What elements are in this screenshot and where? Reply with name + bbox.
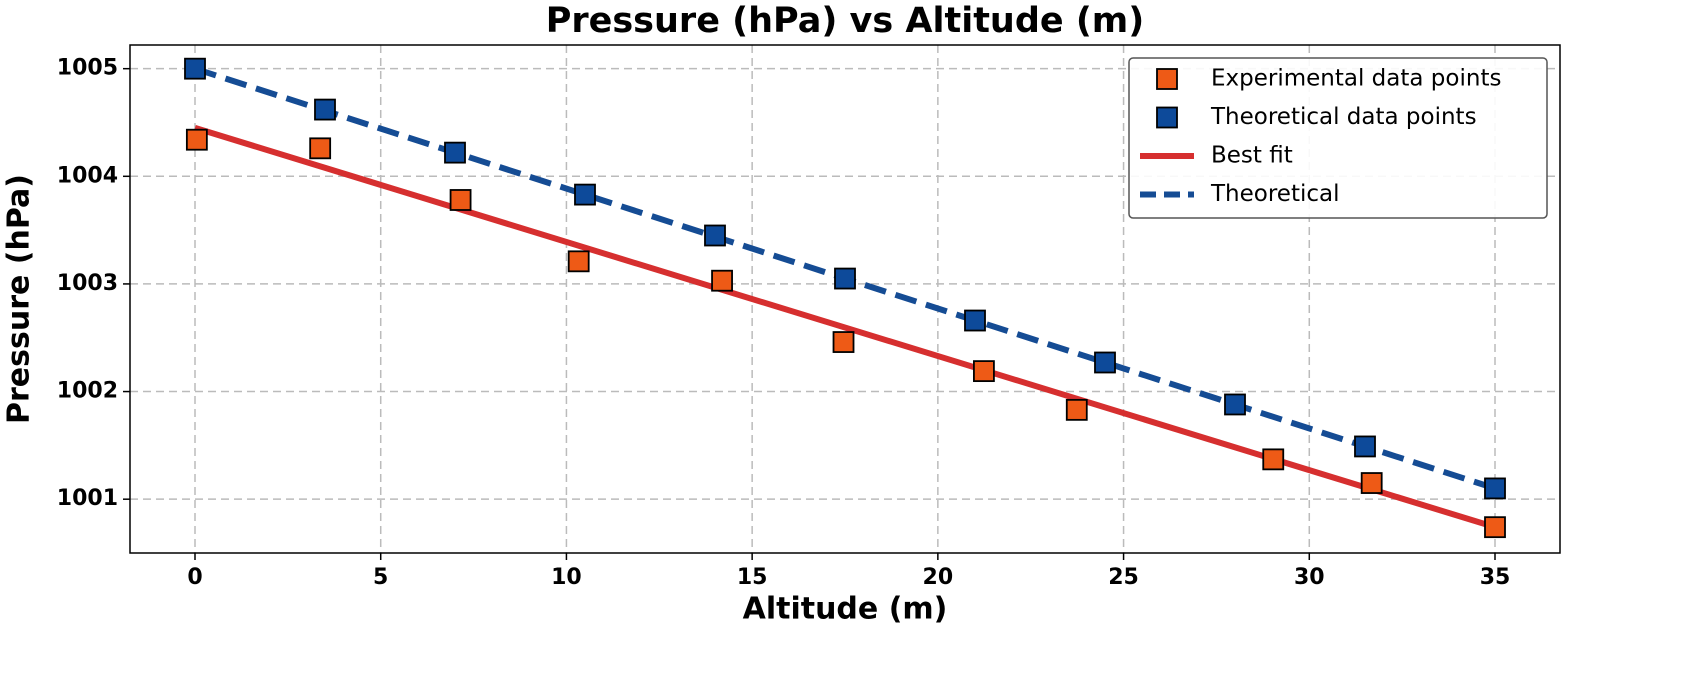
y-tick-label: 1002 <box>57 379 118 404</box>
x-tick-label: 0 <box>187 565 202 590</box>
x-axis-label: Altitude (m) <box>743 592 948 627</box>
x-tick-label: 5 <box>373 565 388 590</box>
legend-label: Experimental data points <box>1211 66 1501 92</box>
chart-title: Pressure (hPa) vs Altitude (m) <box>546 1 1145 41</box>
legend-label: Theoretical data points <box>1210 104 1477 130</box>
x-tick-label: 35 <box>1480 565 1511 590</box>
point <box>574 183 596 206</box>
point <box>964 309 986 332</box>
point <box>1354 435 1376 458</box>
legend: Experimental data points Theoretical data… <box>1128 57 1548 219</box>
point <box>711 269 733 292</box>
legend-label: Best fit <box>1211 143 1293 169</box>
point <box>1224 393 1246 416</box>
x-tick-label: 20 <box>923 565 954 590</box>
x-tick-label: 25 <box>1108 565 1139 590</box>
y-axis-label: Pressure (hPa) <box>2 174 37 424</box>
point <box>1484 516 1506 539</box>
x-tick-label: 15 <box>737 565 768 590</box>
point <box>185 128 208 151</box>
point <box>314 98 336 121</box>
point <box>834 267 856 290</box>
point <box>1360 472 1383 494</box>
point <box>973 360 995 383</box>
legend-label: Theoretical <box>1210 181 1340 207</box>
point <box>1065 398 1088 421</box>
point <box>704 224 726 247</box>
point <box>449 189 472 211</box>
point <box>184 57 206 80</box>
point <box>1094 351 1116 374</box>
x-tick-label: 10 <box>551 565 582 590</box>
point <box>567 250 590 273</box>
y-tick-label: 1003 <box>57 271 118 296</box>
point <box>444 141 466 164</box>
plot-frame <box>129 44 1561 554</box>
y-tick-label: 1004 <box>57 163 118 188</box>
y-tick-label: 1005 <box>57 56 118 81</box>
legend-box <box>1128 57 1548 219</box>
x-tick-label: 30 <box>1294 565 1325 590</box>
legend-marker <box>1156 106 1178 129</box>
point <box>1262 448 1285 471</box>
legend-marker <box>1156 68 1178 90</box>
point <box>309 137 332 160</box>
point <box>1484 477 1506 500</box>
y-tick-label: 1001 <box>57 486 118 511</box>
point <box>832 331 855 353</box>
